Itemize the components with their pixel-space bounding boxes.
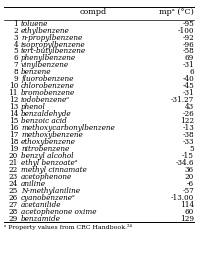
Text: 3: 3 (13, 34, 18, 42)
Text: 69: 69 (185, 54, 194, 62)
Text: 17: 17 (9, 131, 18, 139)
Text: chlorobenzene: chlorobenzene (21, 82, 75, 90)
Text: acetophenone: acetophenone (21, 173, 72, 181)
Text: -33: -33 (183, 138, 194, 146)
Text: methoxycarbonylbenzene: methoxycarbonylbenzene (21, 124, 115, 132)
Text: 20: 20 (9, 152, 18, 160)
Text: acetophenone oxime: acetophenone oxime (21, 208, 96, 216)
Text: 2: 2 (13, 27, 18, 35)
Text: benzamide: benzamide (21, 215, 61, 223)
Text: 12: 12 (9, 96, 18, 104)
Text: 60: 60 (185, 208, 194, 216)
Text: -34.6: -34.6 (175, 159, 194, 167)
Text: 27: 27 (9, 201, 18, 209)
Text: benzyl alcohol: benzyl alcohol (21, 152, 74, 160)
Text: -15: -15 (182, 152, 194, 160)
Text: cyanobenzeneᵃ: cyanobenzeneᵃ (21, 194, 76, 202)
Text: phenol: phenol (21, 103, 46, 111)
Text: phenylbenzene: phenylbenzene (21, 54, 76, 62)
Text: acetanilide: acetanilide (21, 201, 62, 209)
Text: n-propylbenzene: n-propylbenzene (21, 34, 82, 42)
Text: methyl cinnamate: methyl cinnamate (21, 166, 87, 174)
Text: -13.00: -13.00 (171, 194, 194, 202)
Text: 9: 9 (13, 75, 18, 83)
Text: 16: 16 (9, 124, 18, 132)
Text: -31.27: -31.27 (171, 96, 194, 104)
Text: isopropylbenzene: isopropylbenzene (21, 41, 86, 49)
Text: 26: 26 (9, 194, 18, 202)
Text: 18: 18 (9, 138, 18, 146)
Text: 11: 11 (9, 89, 18, 97)
Text: toluene: toluene (21, 20, 48, 28)
Text: ethyl benzoateᵃ: ethyl benzoateᵃ (21, 159, 77, 167)
Text: aniline: aniline (21, 180, 46, 188)
Text: -6: -6 (187, 180, 194, 188)
Text: 23: 23 (9, 173, 18, 181)
Text: ethylbenzene: ethylbenzene (21, 27, 70, 35)
Text: -31: -31 (182, 89, 194, 97)
Text: ethoxybenzene: ethoxybenzene (21, 138, 76, 146)
Text: N-methylaniline: N-methylaniline (21, 187, 80, 195)
Text: benzoic acid: benzoic acid (21, 117, 67, 125)
Text: methoxybenzene: methoxybenzene (21, 131, 83, 139)
Text: 14: 14 (9, 110, 18, 118)
Text: 13: 13 (9, 103, 18, 111)
Text: -95: -95 (182, 20, 194, 28)
Text: -26: -26 (182, 110, 194, 118)
Text: benzaldehyde: benzaldehyde (21, 110, 72, 118)
Text: -58: -58 (182, 47, 194, 55)
Text: -92: -92 (182, 34, 194, 42)
Text: 36: 36 (185, 166, 194, 174)
Text: 15: 15 (9, 117, 18, 125)
Text: 10: 10 (9, 82, 18, 90)
Text: bromobenzene: bromobenzene (21, 89, 75, 97)
Text: 129: 129 (180, 215, 194, 223)
Text: 6: 6 (13, 54, 18, 62)
Text: -31: -31 (182, 61, 194, 69)
Text: -100: -100 (177, 27, 194, 35)
Text: 114: 114 (180, 201, 194, 209)
Text: 6: 6 (189, 68, 194, 76)
Text: -96: -96 (182, 41, 194, 49)
Text: 28: 28 (9, 208, 18, 216)
Text: benzene: benzene (21, 68, 51, 76)
Text: -38: -38 (182, 131, 194, 139)
Text: -40: -40 (182, 75, 194, 83)
Text: compd: compd (80, 8, 107, 16)
Text: nitrobenzene: nitrobenzene (21, 145, 69, 153)
Text: -13: -13 (182, 124, 194, 132)
Text: 25: 25 (9, 187, 18, 195)
Text: mpᵃ (°C): mpᵃ (°C) (159, 8, 194, 16)
Text: ᵃ Property values from CRC Handbook.²⁴: ᵃ Property values from CRC Handbook.²⁴ (4, 224, 132, 230)
Text: 29: 29 (9, 215, 18, 223)
Text: 5: 5 (13, 47, 18, 55)
Text: 1: 1 (13, 20, 18, 28)
Text: 43: 43 (185, 103, 194, 111)
Text: vinylbenzene: vinylbenzene (21, 61, 69, 69)
Text: 22: 22 (9, 166, 18, 174)
Text: 5: 5 (189, 145, 194, 153)
Text: -57: -57 (182, 187, 194, 195)
Text: 20: 20 (185, 173, 194, 181)
Text: -45: -45 (182, 82, 194, 90)
Text: 7: 7 (13, 61, 18, 69)
Text: 21: 21 (9, 159, 18, 167)
Text: 122: 122 (180, 117, 194, 125)
Text: 4: 4 (13, 41, 18, 49)
Text: 19: 19 (9, 145, 18, 153)
Text: 8: 8 (13, 68, 18, 76)
Text: iodobenzeneᵃ: iodobenzeneᵃ (21, 96, 70, 104)
Text: 24: 24 (9, 180, 18, 188)
Text: tert-butylbenzene: tert-butylbenzene (21, 47, 86, 55)
Text: fluorobenzene: fluorobenzene (21, 75, 73, 83)
